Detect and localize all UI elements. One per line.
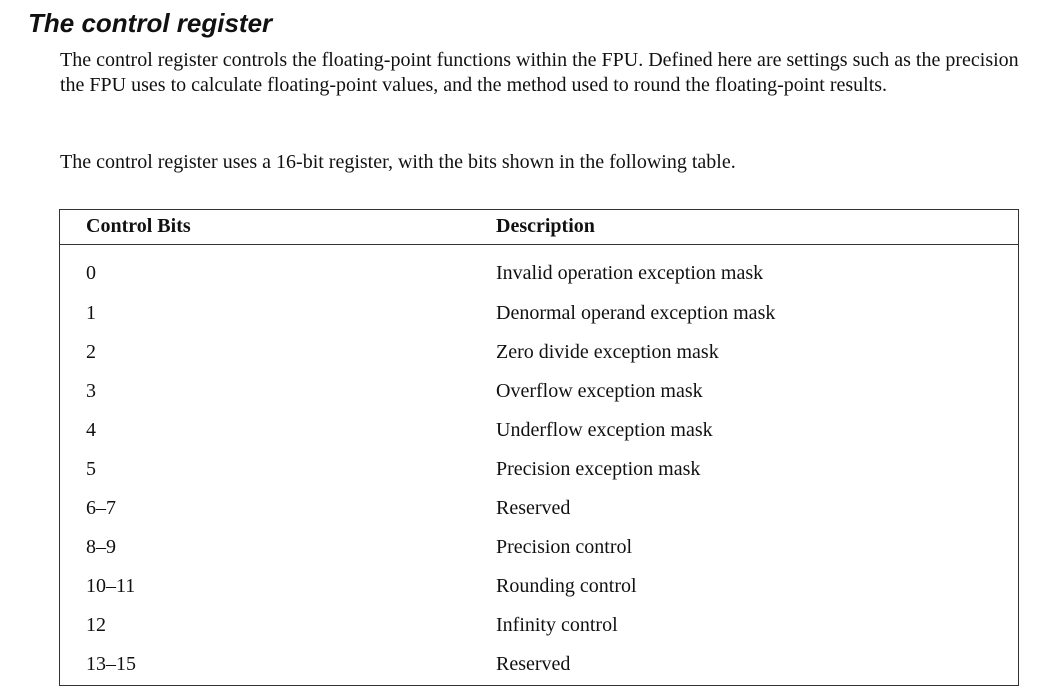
table-row: 13–15 Reserved (60, 647, 1018, 686)
description-cell: Invalid operation exception mask (496, 262, 764, 284)
description-cell: Denormal operand exception mask (496, 302, 776, 324)
table-row: 10–11 Rounding control (60, 569, 1018, 608)
description-cell: Reserved (496, 653, 571, 675)
control-bits-cell: 5 (86, 458, 96, 480)
table-row: 0 Invalid operation exception mask (60, 256, 1018, 295)
table-row: 5 Precision exception mask (60, 452, 1018, 491)
description-cell: Precision exception mask (496, 458, 701, 480)
control-bits-cell: 4 (86, 419, 96, 441)
table-row: 12 Infinity control (60, 608, 1018, 647)
table-row: 6–7 Reserved (60, 491, 1018, 530)
description-cell: Infinity control (496, 614, 618, 636)
description-cell: Overflow exception mask (496, 380, 703, 402)
control-bits-cell: 6–7 (86, 497, 116, 519)
table-row: 2 Zero divide exception mask (60, 335, 1018, 374)
section-heading: The control register (28, 8, 273, 38)
description-cell: Reserved (496, 497, 571, 519)
table-row: 8–9 Precision control (60, 530, 1018, 569)
description-cell: Rounding control (496, 575, 637, 597)
table-row: 4 Underflow exception mask (60, 413, 1018, 452)
table-header-row: Control Bits Description (60, 210, 1018, 245)
intro-paragraph: The control register controls the floati… (60, 49, 1019, 96)
control-bits-cell: 3 (86, 380, 96, 402)
table-row: 1 Denormal operand exception mask (60, 296, 1018, 335)
control-bits-cell: 13–15 (86, 653, 136, 675)
control-bits-cell: 12 (86, 614, 106, 636)
table-intro-paragraph: The control register uses a 16-bit regis… (60, 151, 736, 173)
control-bits-cell: 8–9 (86, 536, 116, 558)
description-cell: Underflow exception mask (496, 419, 713, 441)
control-bits-cell: 1 (86, 302, 96, 324)
description-cell: Zero divide exception mask (496, 341, 719, 363)
control-bits-cell: 2 (86, 341, 96, 363)
description-cell: Precision control (496, 536, 633, 558)
control-bits-cell: 0 (86, 262, 96, 284)
control-bits-table: Control Bits Description 0 Invalid opera… (59, 209, 1019, 686)
control-bits-cell: 10–11 (86, 575, 136, 597)
table-row: 3 Overflow exception mask (60, 374, 1018, 413)
header-description: Description (496, 215, 595, 237)
header-control-bits: Control Bits (86, 215, 191, 237)
